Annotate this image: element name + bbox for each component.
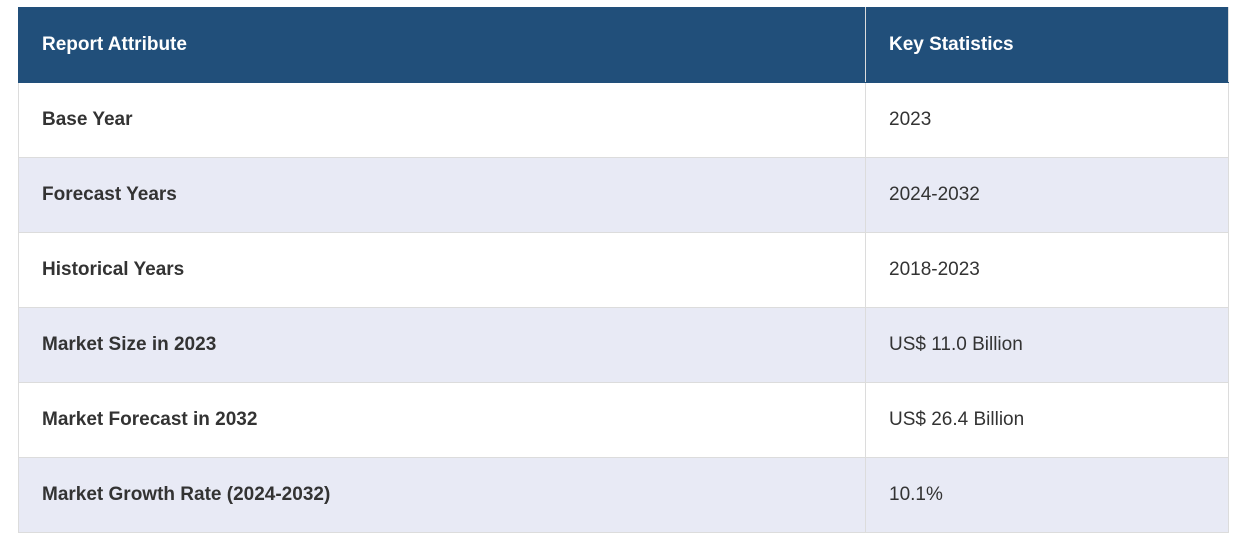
attribute-cell: Market Size in 2023 [18,307,866,383]
header-cell: Key Statistics [865,7,1229,83]
value-cell: US$ 26.4 Billion [865,382,1229,458]
header-cell: Report Attribute [18,7,866,83]
table-row: Historical Years 2018-2023 [18,232,1229,308]
table-row: Forecast Years 2024-2032 [18,157,1229,233]
table-header: Report Attribute Key Statistics [18,7,1229,83]
stats-table: Report Attribute Key Statistics Base Year… [18,7,1229,533]
value-cell: 2024-2032 [865,157,1229,233]
table-row: Market Forecast in 2032 US$ 26.4 Billion [18,382,1229,458]
value-cell: 2023 [865,82,1229,158]
value-cell: US$ 11.0 Billion [865,307,1229,383]
attribute-cell: Historical Years [18,232,866,308]
table-row: Market Growth Rate (2024-2032) 10.1% [18,457,1229,533]
attribute-cell: Forecast Years [18,157,866,233]
attribute-cell: Market Forecast in 2032 [18,382,866,458]
header-row: Report Attribute Key Statistics [18,7,1229,83]
table-row: Base Year 2023 [18,82,1229,158]
table-body: Base Year 2023 Forecast Years 2024-2032 Hist… [18,82,1229,533]
value-cell: 10.1% [865,457,1229,533]
attribute-cell: Base Year [18,82,866,158]
value-cell: 2018-2023 [865,232,1229,308]
attribute-cell: Market Growth Rate (2024-2032) [18,457,866,533]
table-row: Market Size in 2023 US$ 11.0 Billion [18,307,1229,383]
